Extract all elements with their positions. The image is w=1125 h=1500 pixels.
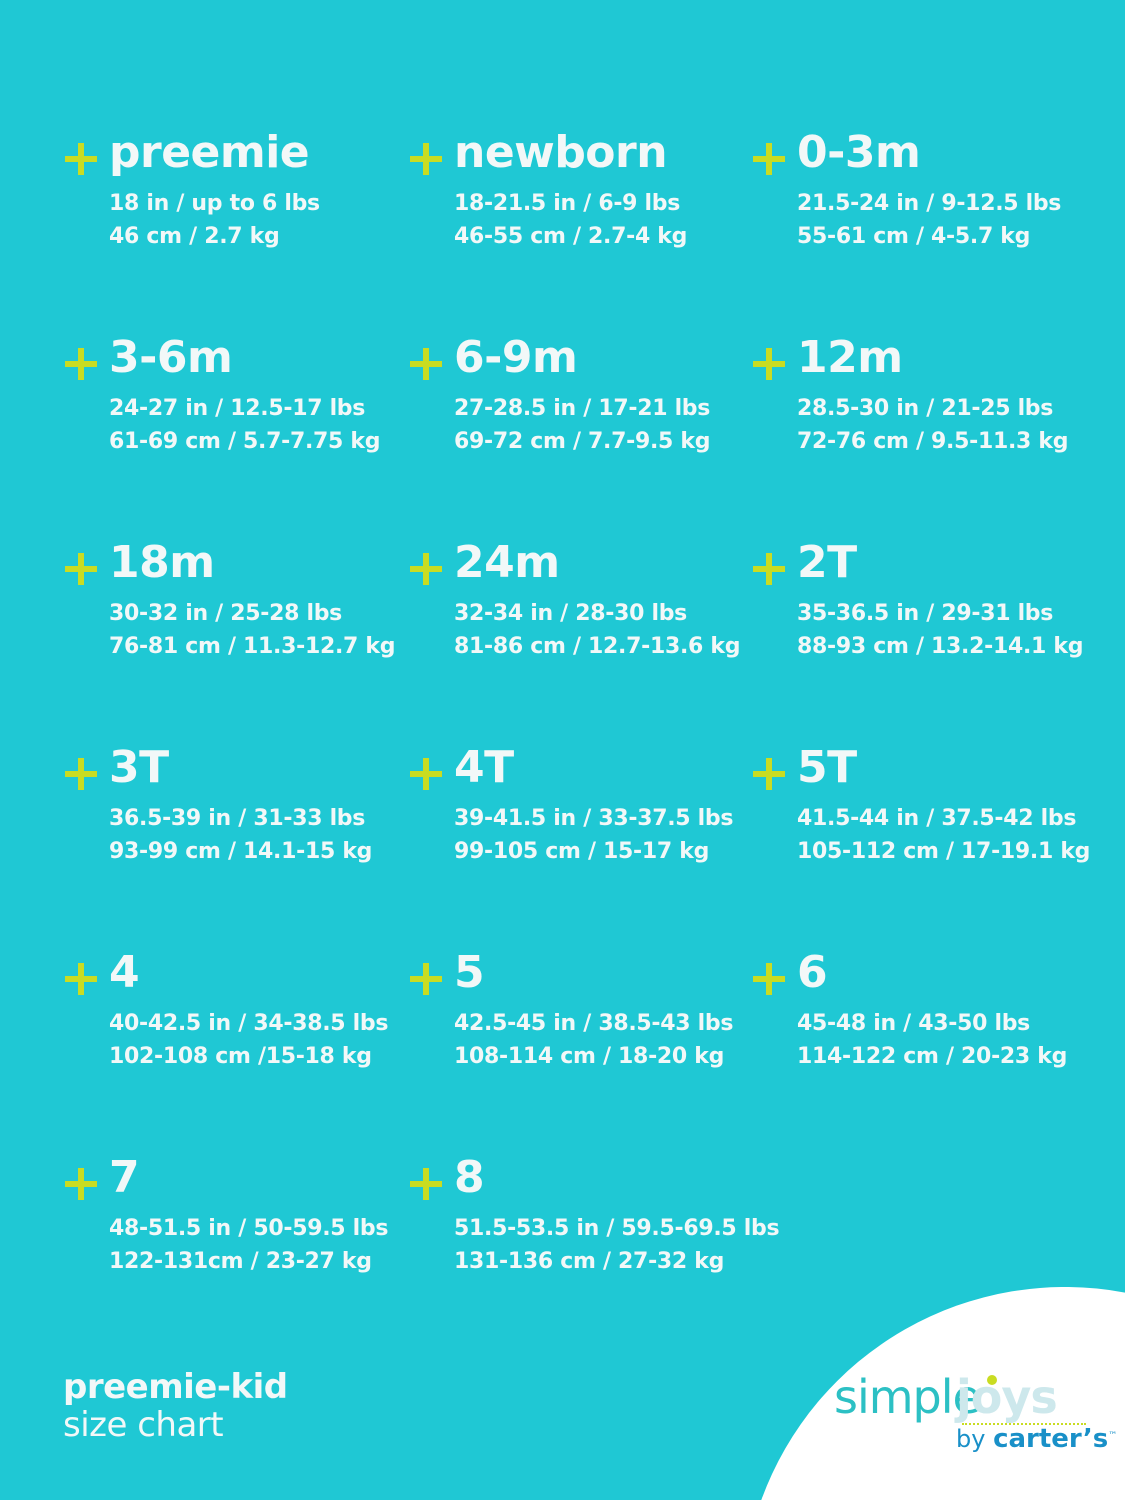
size-name: 18m [109,537,215,588]
size-entry: 18m 30-32 in / 25-28 lbs 76-81 cm / 11.3… [65,537,405,685]
size-metric: 99-105 cm / 15-17 kg [454,839,710,864]
plus-icon [753,963,785,995]
size-name: 3T [109,742,169,793]
plus-icon [753,143,785,175]
size-imperial: 32-34 in / 28-30 lbs [454,601,687,626]
size-entry: newborn 18-21.5 in / 6-9 lbs 46-55 cm / … [410,127,750,275]
size-imperial: 36.5-39 in / 31-33 lbs [109,806,366,831]
plus-icon [65,1168,97,1200]
size-name: preemie [109,127,310,178]
size-name: 5T [797,742,857,793]
size-imperial: 45-48 in / 43-50 lbs [797,1011,1030,1036]
size-imperial: 18-21.5 in / 6-9 lbs [454,191,681,216]
chart-caption: preemie-kid size chart [63,1368,288,1444]
size-metric: 61-69 cm / 5.7-7.75 kg [109,429,381,454]
size-entry: preemie 18 in / up to 6 lbs 46 cm / 2.7 … [65,127,405,275]
size-metric: 93-99 cm / 14.1-15 kg [109,839,373,864]
size-metric: 88-93 cm / 13.2-14.1 kg [797,634,1084,659]
caption-subtitle: size chart [63,1405,224,1445]
size-imperial: 35-36.5 in / 29-31 lbs [797,601,1054,626]
plus-icon [410,1168,442,1200]
size-imperial: 24-27 in / 12.5-17 lbs [109,396,366,421]
size-metric: 102-108 cm /15-18 kg [109,1044,372,1069]
size-entry: 0-3m 21.5-24 in / 9-12.5 lbs 55-61 cm / … [753,127,1093,275]
size-entry: 3-6m 24-27 in / 12.5-17 lbs 61-69 cm / 5… [65,332,405,480]
size-name: 0-3m [797,127,921,178]
size-metric: 46-55 cm / 2.7-4 kg [454,224,688,249]
size-imperial: 18 in / up to 6 lbs [109,191,320,216]
size-imperial: 30-32 in / 25-28 lbs [109,601,342,626]
logo-dot-icon [987,1375,997,1385]
size-metric: 108-114 cm / 18-20 kg [454,1044,725,1069]
size-imperial: 28.5-30 in / 21-25 lbs [797,396,1054,421]
plus-icon [65,143,97,175]
logo-joys: joys [956,1370,1058,1424]
plus-icon [410,348,442,380]
size-name: 6-9m [454,332,578,383]
size-imperial: 39-41.5 in / 33-37.5 lbs [454,806,734,831]
size-metric: 46 cm / 2.7 kg [109,224,280,249]
size-name: 6 [797,947,828,998]
size-metric: 72-76 cm / 9.5-11.3 kg [797,429,1069,454]
simple-joys-logo: simple joys by carter’s™ [834,1370,1117,1470]
size-name: 24m [454,537,560,588]
size-name: 3-6m [109,332,233,383]
size-entry: 6-9m 27-28.5 in / 17-21 lbs 69-72 cm / 7… [410,332,750,480]
plus-icon [753,553,785,585]
size-name: 8 [454,1152,485,1203]
size-entry: 2T 35-36.5 in / 29-31 lbs 88-93 cm / 13.… [753,537,1093,685]
size-name: 2T [797,537,857,588]
logo-by-carters: by carter’s™ [956,1424,1117,1454]
size-imperial: 40-42.5 in / 34-38.5 lbs [109,1011,389,1036]
plus-icon [65,758,97,790]
plus-icon [410,758,442,790]
size-imperial: 21.5-24 in / 9-12.5 lbs [797,191,1062,216]
size-metric: 55-61 cm / 4-5.7 kg [797,224,1031,249]
size-metric: 114-122 cm / 20-23 kg [797,1044,1068,1069]
size-metric: 122-131cm / 23-27 kg [109,1249,372,1274]
plus-icon [65,553,97,585]
logo-tm: ™ [1108,1431,1118,1441]
size-name: 4T [454,742,514,793]
size-metric: 131-136 cm / 27-32 kg [454,1249,725,1274]
size-metric: 76-81 cm / 11.3-12.7 kg [109,634,396,659]
plus-icon [65,963,97,995]
size-imperial: 27-28.5 in / 17-21 lbs [454,396,711,421]
size-metric: 69-72 cm / 7.7-9.5 kg [454,429,711,454]
caption-title: preemie-kid [63,1367,288,1407]
logo-badge-background [761,1287,1125,1500]
logo-simple: simple [834,1370,981,1424]
size-imperial: 48-51.5 in / 50-59.5 lbs [109,1216,389,1241]
size-entry: 4 40-42.5 in / 34-38.5 lbs 102-108 cm /1… [65,947,405,1095]
size-entry: 5 42.5-45 in / 38.5-43 lbs 108-114 cm / … [410,947,750,1095]
size-name: newborn [454,127,668,178]
size-imperial: 41.5-44 in / 37.5-42 lbs [797,806,1077,831]
logo-dotted-line [962,1423,1086,1425]
size-name: 7 [109,1152,140,1203]
size-imperial: 42.5-45 in / 38.5-43 lbs [454,1011,734,1036]
plus-icon [753,348,785,380]
size-name: 5 [454,947,485,998]
size-entry: 3T 36.5-39 in / 31-33 lbs 93-99 cm / 14.… [65,742,405,890]
size-metric: 81-86 cm / 12.7-13.6 kg [454,634,741,659]
logo-badge-arc [761,1287,1125,1500]
plus-icon [410,553,442,585]
logo-carters: carter’s [993,1424,1109,1454]
size-imperial: 51.5-53.5 in / 59.5-69.5 lbs [454,1216,780,1241]
size-entry: 24m 32-34 in / 28-30 lbs 81-86 cm / 12.7… [410,537,750,685]
size-name: 4 [109,947,140,998]
size-entry: 4T 39-41.5 in / 33-37.5 lbs 99-105 cm / … [410,742,750,890]
size-entry: 6 45-48 in / 43-50 lbs 114-122 cm / 20-2… [753,947,1093,1095]
size-entry: 7 48-51.5 in / 50-59.5 lbs 122-131cm / 2… [65,1152,405,1300]
size-entry: 8 51.5-53.5 in / 59.5-69.5 lbs 131-136 c… [410,1152,780,1300]
plus-icon [410,963,442,995]
size-metric: 105-112 cm / 17-19.1 kg [797,839,1091,864]
size-name: 12m [797,332,903,383]
plus-icon [65,348,97,380]
logo-by: by [956,1425,986,1453]
plus-icon [753,758,785,790]
size-entry: 5T 41.5-44 in / 37.5-42 lbs 105-112 cm /… [753,742,1093,890]
plus-icon [410,143,442,175]
size-entry: 12m 28.5-30 in / 21-25 lbs 72-76 cm / 9.… [753,332,1093,480]
